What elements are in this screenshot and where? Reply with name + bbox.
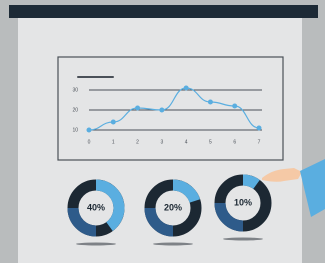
- data-point: [184, 86, 189, 91]
- data-point: [257, 126, 262, 131]
- x-tick-label: 1: [112, 139, 115, 145]
- data-point: [232, 104, 237, 109]
- board-top-bar: [9, 5, 318, 18]
- donut-label: 40%: [87, 202, 105, 212]
- x-tick-label: 4: [185, 139, 188, 145]
- x-tick-label: 7: [258, 139, 261, 145]
- donut-label: 10%: [234, 197, 252, 207]
- y-tick-label: 30: [72, 87, 78, 93]
- y-tick-label: 10: [72, 127, 78, 133]
- x-tick-label: 2: [136, 139, 139, 145]
- y-tick-label: 20: [72, 107, 78, 113]
- data-point: [87, 128, 92, 133]
- data-point: [111, 120, 116, 125]
- data-point: [208, 100, 213, 105]
- data-point: [135, 106, 140, 111]
- donut-shadow: [223, 238, 263, 241]
- x-tick-label: 6: [233, 139, 236, 145]
- x-tick-label: 5: [209, 139, 212, 145]
- donut-segment: [243, 180, 257, 184]
- donut-shadow: [76, 243, 116, 246]
- donut-shadow: [153, 243, 193, 246]
- x-tick-label: 0: [88, 139, 91, 145]
- data-point: [159, 108, 164, 113]
- scene: 10 20 30 0 1 2 3 4 5 6 7 40% 20% 10%: [0, 0, 325, 263]
- x-tick-label: 3: [160, 139, 163, 145]
- donut-label: 20%: [164, 202, 182, 212]
